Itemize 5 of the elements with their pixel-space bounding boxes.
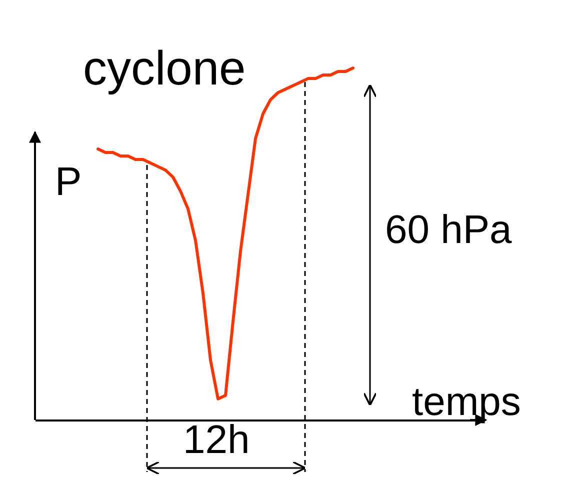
x-axis-title: temps <box>412 380 521 424</box>
text: 60 hPa <box>385 208 513 252</box>
chart-title: cyclone <box>83 42 246 96</box>
annotation: 12h <box>183 418 250 462</box>
y-axis-title: P <box>55 160 82 204</box>
